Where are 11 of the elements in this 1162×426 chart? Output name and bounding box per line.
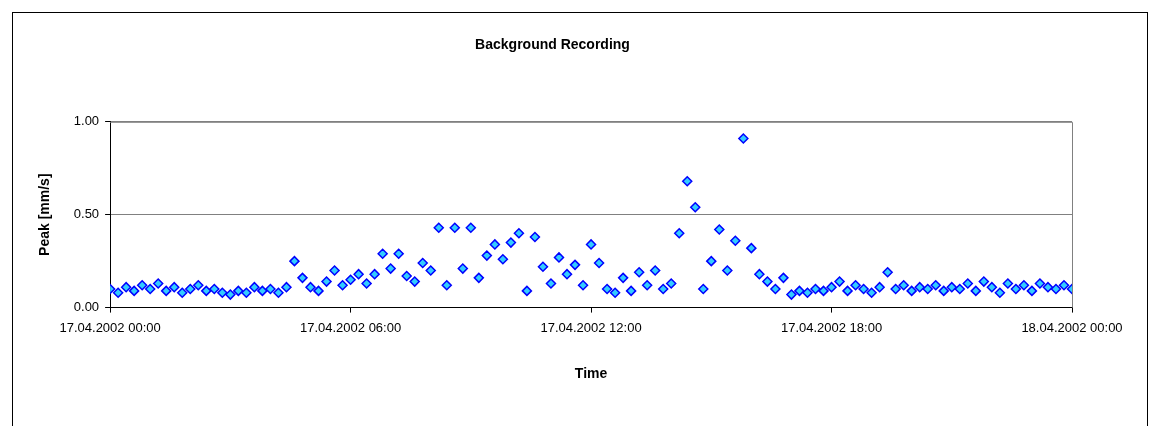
y-tick-label: 1.00 xyxy=(73,113,100,129)
x-tick-label: 18.04.2002 00:00 xyxy=(1021,319,1123,335)
x-tick-label: 17.04.2002 18:00 xyxy=(780,319,883,335)
x-tick-label: 17.04.2002 06:00 xyxy=(299,319,402,335)
x-axis-title: Time xyxy=(574,365,608,382)
y-tick-label: 0.00 xyxy=(73,299,100,315)
y-tick-label: 0.50 xyxy=(73,206,100,222)
x-tick-label: 17.04.2002 00:00 xyxy=(59,319,161,335)
x-tick-label: 17.04.2002 12:00 xyxy=(540,319,642,335)
chart-title: Background Recording xyxy=(475,36,630,53)
y-axis-title: Peak [mm/s] xyxy=(36,173,53,256)
